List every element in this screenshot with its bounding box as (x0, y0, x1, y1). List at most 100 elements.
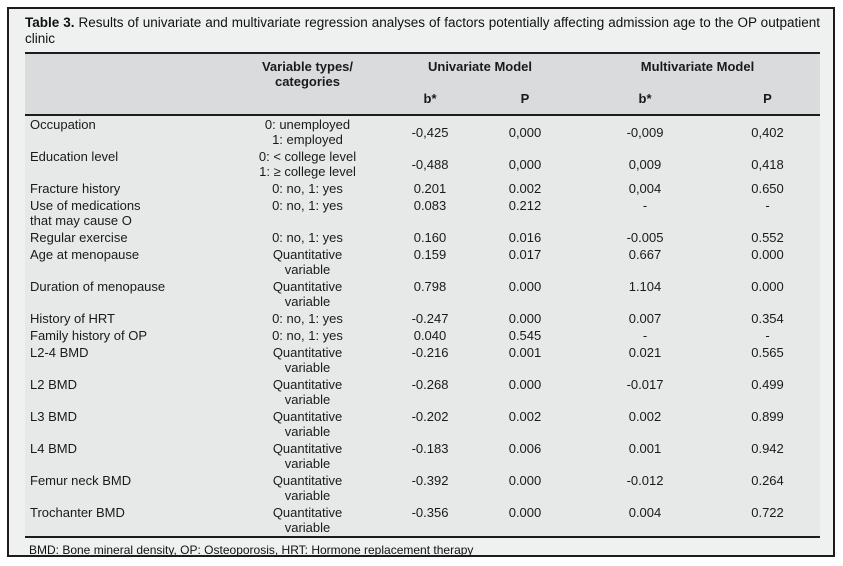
multivariate-p-cell: 0,418 (751, 156, 784, 172)
multivariate-p-cell: - (765, 198, 770, 213)
factor-cell: Regular exercise (30, 230, 128, 245)
factor-cell: Trochanter BMD (25, 504, 230, 538)
univariate-b-cell: -0.356 (385, 504, 475, 538)
table-row: L2 BMD Quantitative variable -0.268 0.00… (25, 376, 820, 408)
categories-cell: Quantitative variable (272, 247, 343, 277)
categories-cell: Quantitative variable (272, 409, 343, 439)
factor-cell: Femur neck BMD (30, 473, 132, 488)
multivariate-b-cell: -0.017 (626, 377, 664, 392)
multivariate-b-cell: 0.001 (628, 441, 662, 456)
categories-cell: 0: no, 1: yes (272, 181, 343, 196)
header-factor-cell (25, 52, 230, 115)
header-variable-types: Variable types/ categories (230, 52, 385, 115)
univariate-b-cell: 0.160 (413, 230, 447, 245)
table-row: Femur neck BMD Quantitative variable -0.… (25, 472, 820, 504)
header-univariate-model: Univariate Model (385, 52, 575, 88)
univariate-b-cell: -0,488 (411, 156, 449, 172)
univariate-p-cell: 0.000 (508, 279, 542, 294)
header-stats-row: b* P b* P (25, 88, 821, 115)
table-caption-text: Results of univariate and multivariate r… (25, 15, 820, 46)
factor-cell: Age at menopause (30, 247, 140, 262)
univariate-b-cell: -0.247 (411, 311, 449, 326)
multivariate-p-cell: 0.552 (751, 230, 784, 245)
multivariate-p-cell: 0.499 (751, 377, 784, 392)
factor-cell: Duration of menopause (30, 279, 166, 294)
table-header: Variable types/ categories Univariate Mo… (25, 52, 821, 115)
multivariate-p-cell: 0.942 (751, 441, 784, 456)
univariate-b-cell: -0.392 (411, 473, 449, 488)
univariate-b-cell: 0.083 (413, 198, 447, 213)
categories-cell: 0: unemployed 1: employed (230, 114, 385, 148)
multivariate-b-cell: 0.004 (575, 504, 715, 538)
factor-cell: L3 BMD (30, 409, 77, 424)
multivariate-p-cell: 0.899 (751, 409, 784, 424)
categories-cell: 0: no, 1: yes (272, 198, 343, 213)
univariate-b-cell: -0.202 (411, 409, 449, 424)
table-row: Education level 0: < college level 1: ≥ … (25, 148, 820, 180)
univariate-p-cell: 0.000 (508, 473, 542, 488)
categories-cell: Quantitative variable (272, 345, 343, 375)
univariate-b-cell: 0.040 (413, 328, 447, 343)
table-row: History of HRT 0: no, 1: yes -0.247 0.00… (25, 310, 820, 327)
multivariate-p-cell: 0.565 (751, 345, 784, 360)
univariate-p-cell: 0.016 (508, 230, 542, 245)
table-body: Occupation 0: unemployed 1: employed -0,… (25, 114, 821, 538)
table-row: L4 BMD Quantitative variable -0.183 0.00… (25, 440, 820, 472)
univariate-p-cell: 0.001 (508, 345, 542, 360)
multivariate-p-cell: - (765, 328, 770, 343)
factor-cell: Education level (30, 149, 119, 164)
multivariate-b-cell: -0.005 (626, 230, 664, 245)
multivariate-b-cell: 0.002 (628, 409, 662, 424)
categories-cell: 0: < college level 1: ≥ college level (258, 149, 357, 179)
table-caption: Table 3. Results of univariate and multi… (25, 15, 820, 47)
univariate-p-cell: 0.000 (508, 311, 542, 326)
multivariate-p-cell: 0.000 (751, 279, 784, 294)
multivariate-p-cell: 0.650 (751, 181, 784, 196)
factor-cell: Fracture history (30, 181, 121, 196)
univariate-p-cell: 0.002 (508, 181, 542, 196)
univariate-p-cell: 0.000 (475, 504, 575, 538)
univariate-b-cell: 0.159 (413, 247, 447, 262)
table-row: Occupation 0: unemployed 1: employed -0,… (25, 114, 821, 148)
univariate-p-cell: 0.017 (508, 247, 542, 262)
univariate-b-cell: 0.201 (413, 181, 447, 196)
univariate-p-cell: 0,000 (508, 156, 542, 172)
univariate-p-cell: 0.545 (508, 328, 542, 343)
multivariate-b-cell: 0.007 (628, 311, 662, 326)
categories-cell: Quantitative variable (272, 377, 343, 407)
multivariate-p-cell: 0.000 (751, 247, 784, 262)
multivariate-b-cell: 0,004 (628, 181, 662, 196)
categories-cell: 0: no, 1: yes (272, 328, 343, 343)
table-row: L3 BMD Quantitative variable -0.202 0.00… (25, 408, 820, 440)
multivariate-b-cell: - (642, 328, 648, 343)
table-row: Fracture history 0: no, 1: yes 0.201 0.0… (25, 180, 820, 197)
univariate-b-cell: -0.268 (411, 377, 449, 392)
factor-cell: L2 BMD (30, 377, 77, 392)
univariate-p-cell: 0.000 (508, 377, 542, 392)
footnote: BMD: Bone mineral density, OP: Osteoporo… (29, 543, 474, 557)
univariate-p-cell: 0.212 (508, 198, 542, 213)
table-row: Regular exercise 0: no, 1: yes 0.160 0.0… (25, 229, 820, 246)
multivariate-b-cell: 0.021 (628, 345, 662, 360)
multivariate-b-cell: - (642, 198, 648, 213)
header-multivariate-p: P (715, 88, 821, 115)
table-frame: Table 3. Results of univariate and multi… (7, 7, 835, 557)
header-univariate-b: b* (385, 88, 475, 115)
header-univariate-p: P (475, 88, 575, 115)
table-row: Trochanter BMD Quantitative variable -0.… (25, 504, 821, 538)
categories-cell: Quantitative variable (272, 279, 343, 309)
table-row: Use of medications that may cause O 0: n… (25, 197, 820, 229)
factor-cell: L4 BMD (30, 441, 77, 456)
univariate-p-cell: 0.006 (508, 441, 542, 456)
univariate-p-cell: 0.002 (508, 409, 542, 424)
table-row: Duration of menopause Quantitative varia… (25, 278, 820, 310)
factor-cell: Use of medications that may cause O (30, 198, 141, 228)
multivariate-p-cell: 0.264 (751, 473, 784, 488)
header-models-row: Variable types/ categories Univariate Mo… (25, 52, 821, 115)
categories-cell: Quantitative variable (272, 441, 343, 471)
header-multivariate-model: Multivariate Model (575, 52, 821, 88)
header-multivariate-b: b* (575, 88, 715, 115)
factor-cell: History of HRT (30, 311, 115, 326)
categories-cell: Quantitative variable (272, 473, 343, 503)
